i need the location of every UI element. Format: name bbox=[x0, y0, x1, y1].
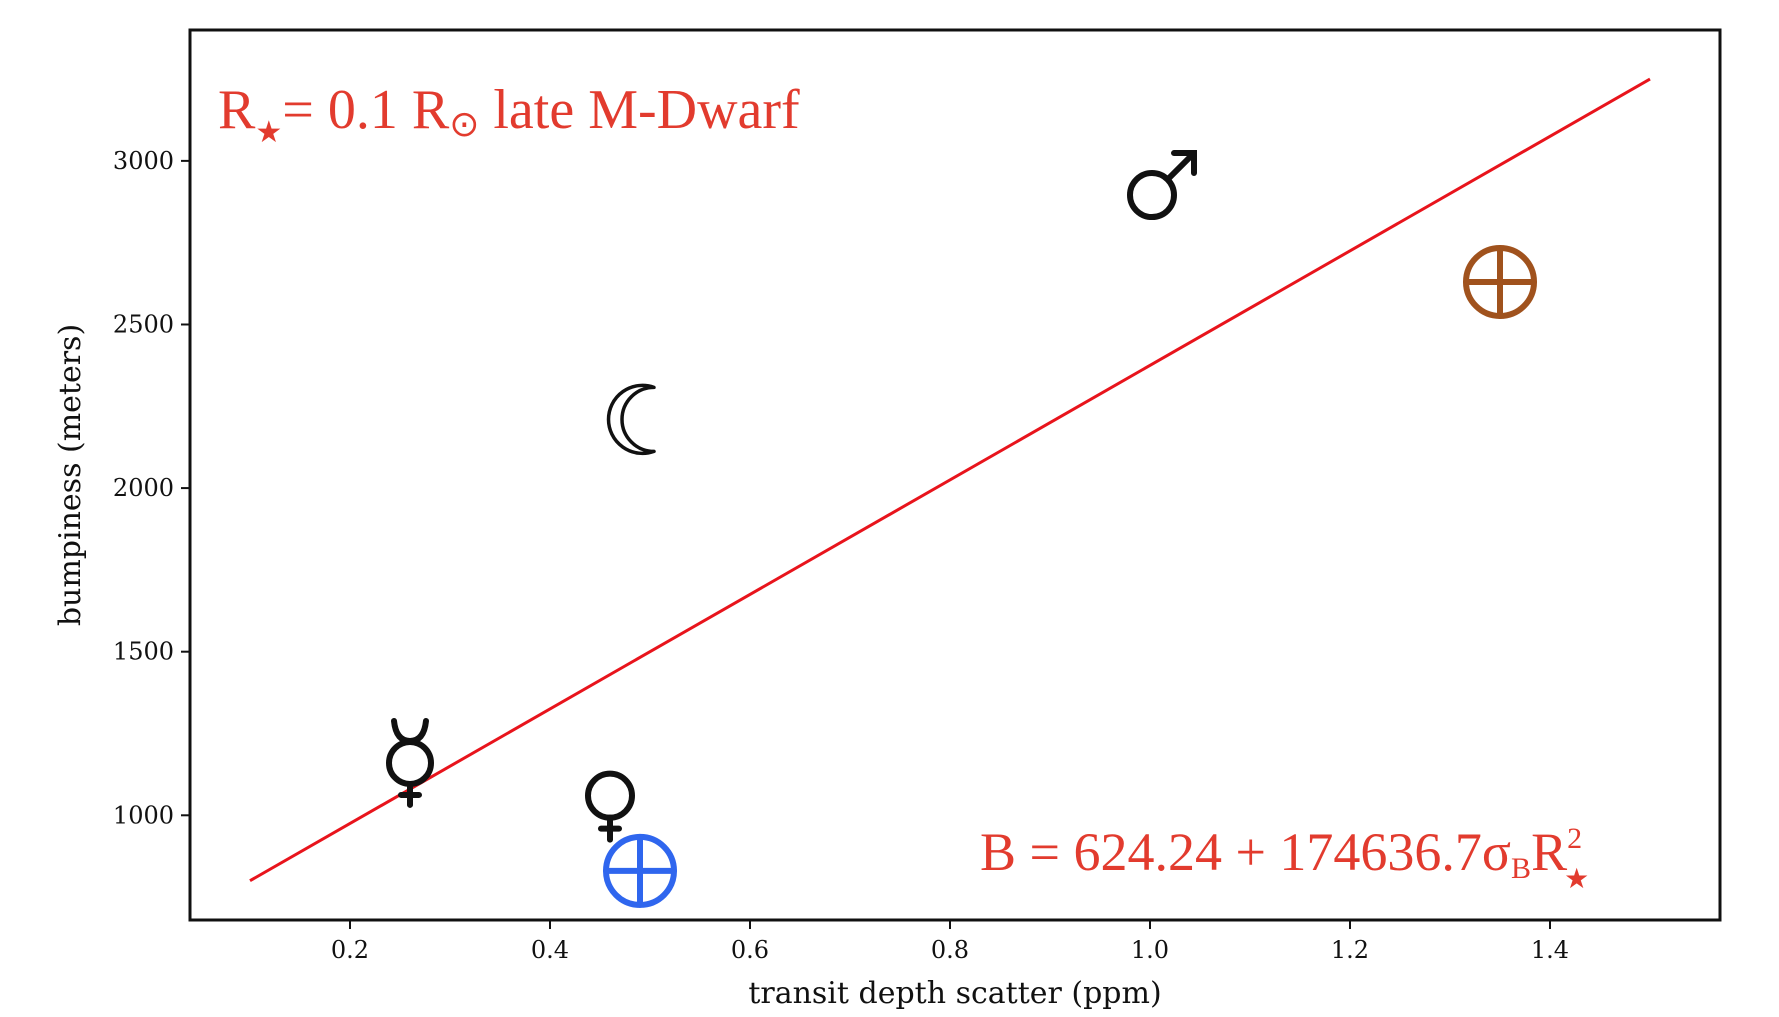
x-tick-label: 1.2 bbox=[1331, 936, 1369, 964]
x-tick-label: 0.6 bbox=[731, 936, 769, 964]
x-axis-label: transit depth scatter (ppm) bbox=[748, 976, 1161, 1011]
mercury-icon bbox=[386, 717, 434, 808]
y-tick-label: 2500 bbox=[113, 310, 174, 338]
y-tick-label: 1000 bbox=[113, 801, 174, 829]
fit-line bbox=[249, 77, 1651, 883]
earth-icon bbox=[603, 833, 677, 908]
plot-frame bbox=[188, 28, 1722, 922]
mars-icon bbox=[1127, 150, 1197, 221]
x-axis-ticks: 0.2 0.4 0.6 0.8 1.0 1.2 1.4 bbox=[331, 920, 1569, 964]
y-tick-label: 3000 bbox=[113, 147, 174, 175]
x-tick-label: 0.4 bbox=[531, 936, 569, 964]
earth-icon bbox=[1463, 244, 1537, 319]
x-tick-label: 0.8 bbox=[931, 936, 969, 964]
fit-equation-annotation: B = 624.24 + 174636.7σBR2 ★ bbox=[980, 822, 1589, 895]
y-axis-ticks: 1000 1500 2000 2500 3000 bbox=[113, 147, 190, 829]
moon-icon bbox=[606, 383, 656, 456]
x-tick-label: 1.4 bbox=[1531, 936, 1569, 964]
x-tick-label: 1.0 bbox=[1131, 936, 1169, 964]
y-axis-label: bumpiness (meters) bbox=[53, 324, 88, 626]
y-tick-label: 1500 bbox=[113, 638, 174, 666]
stellar-radius-annotation: R★= 0.1 R⊙ late M-Dwarf bbox=[218, 79, 800, 149]
y-tick-label: 2000 bbox=[113, 474, 174, 502]
x-tick-label: 0.2 bbox=[331, 936, 369, 964]
data-points bbox=[386, 150, 1537, 908]
venus-icon bbox=[585, 770, 635, 843]
